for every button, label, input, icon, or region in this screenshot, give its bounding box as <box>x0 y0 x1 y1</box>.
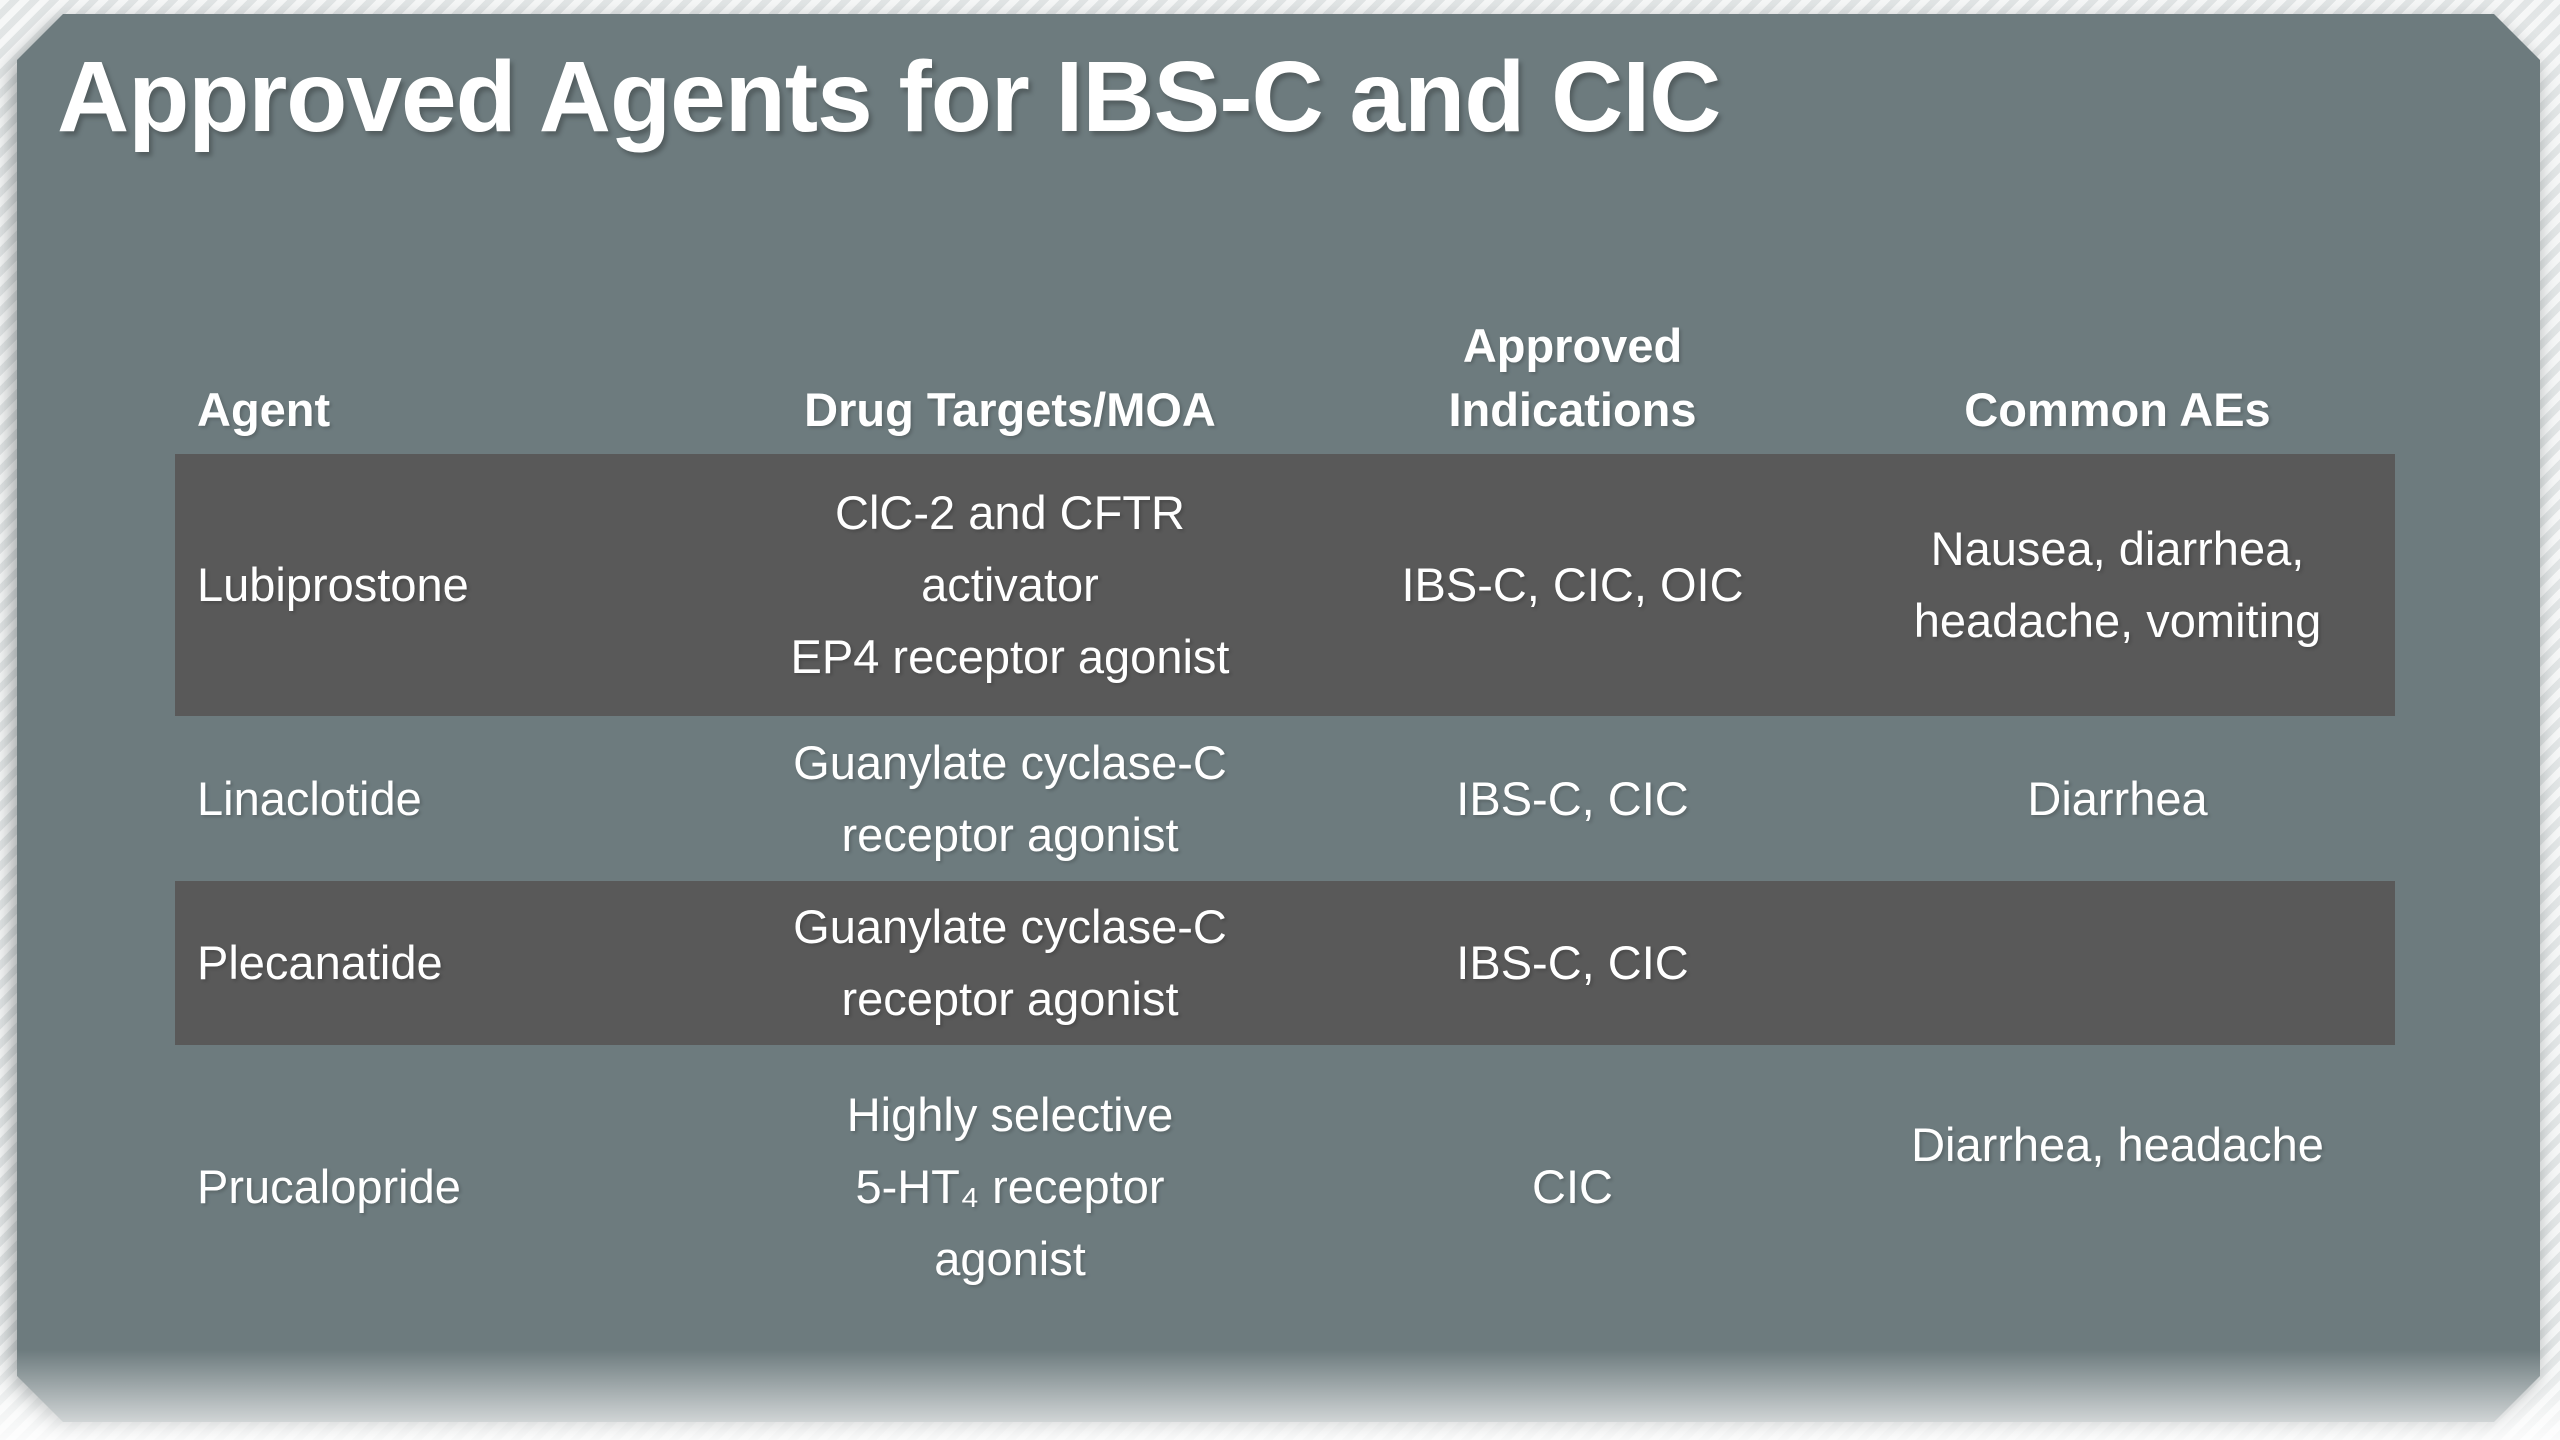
cell-approved-indications: IBS-C, CIC <box>1456 771 1689 825</box>
cell-approved-indications: IBS-C, CIC, OIC <box>1401 558 1744 611</box>
approved-agents-table: Agent Drug Targets/MOA Approved Indicati… <box>175 302 2395 1329</box>
table-row-plecanatide: Plecanatide Guanylate cyclase-C receptor… <box>175 881 2395 1045</box>
column-header-approved-indications: Approved Indications <box>1448 319 1697 436</box>
cell-common-aes-text: Diarrhea, headache <box>1911 1118 2324 1171</box>
slide-shadow: Approved Agents for IBS-C and CIC Agent … <box>17 14 2540 1422</box>
cell-approved-indications: CIC <box>1532 1160 1613 1213</box>
cell-drug-targets-moa: Guanylate cyclase-C receptor agonist <box>793 735 1227 861</box>
column-header-agent: Agent <box>197 383 331 436</box>
column-header-drug-targets-moa: Drug Targets/MOA <box>804 383 1216 436</box>
presentation-slide: Approved Agents for IBS-C and CIC Agent … <box>17 14 2540 1422</box>
table-row-lubiprostone: Lubiprostone ClC-2 and CFTR activator EP… <box>175 454 2395 716</box>
cell-agent: Linaclotide <box>197 771 422 825</box>
table-header-row: Agent Drug Targets/MOA Approved Indicati… <box>175 302 2395 454</box>
cell-approved-indications: IBS-C, CIC <box>1456 936 1689 989</box>
cell-drug-targets-moa: Highly selective 5-HT₄ receptor agonist <box>846 1088 1174 1285</box>
table-row-linaclotide: Linaclotide Guanylate cyclase-C receptor… <box>175 716 2395 881</box>
cell-drug-targets-moa: Guanylate cyclase-C receptor agonist <box>793 900 1227 1025</box>
cell-common-aes: Diarrhea <box>2027 771 2208 825</box>
cell-drug-targets-moa: ClC-2 and CFTR activator EP4 receptor ag… <box>790 486 1230 683</box>
cell-agent: Plecanatide <box>197 936 443 989</box>
cell-common-aes <box>1840 881 2395 1045</box>
table-row-prucalopride: Prucalopride Highly selective 5-HT₄ rece… <box>175 1045 2395 1329</box>
column-header-common-aes: Common AEs <box>1964 383 2271 436</box>
cell-common-aes: Diarrhea, headache <box>1840 1045 2395 1329</box>
slide-title: Approved Agents for IBS-C and CIC <box>57 41 1721 153</box>
cell-agent: Lubiprostone <box>197 558 469 611</box>
cell-common-aes: Nausea, diarrhea, headache, vomiting <box>1913 522 2322 647</box>
cell-agent: Prucalopride <box>197 1160 461 1213</box>
